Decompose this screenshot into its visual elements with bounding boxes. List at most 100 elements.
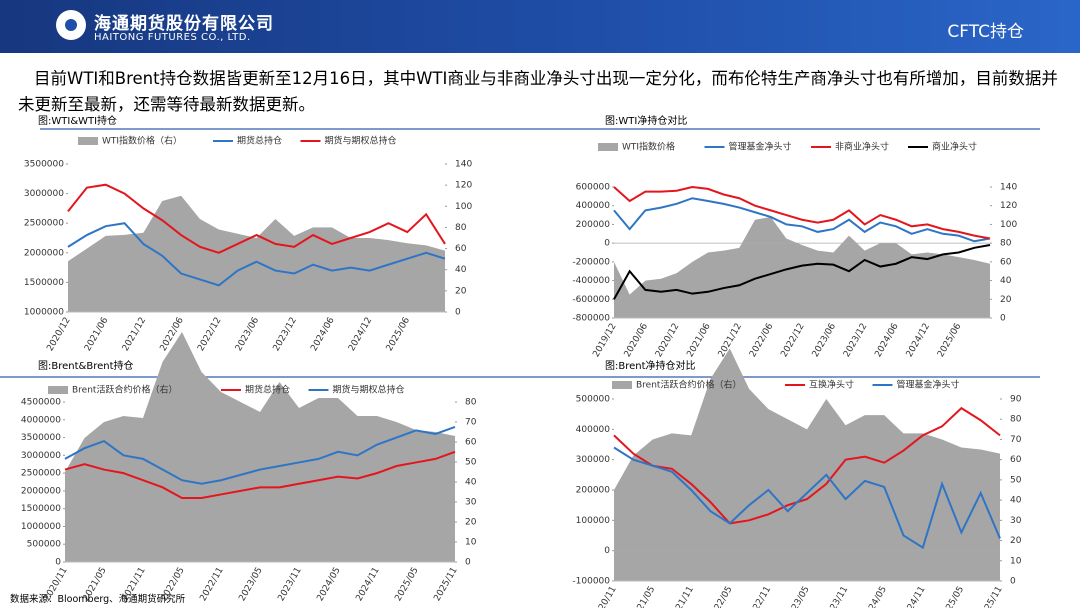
- y-tick-label: 1000000: [21, 522, 61, 532]
- y2-tick-label: 100: [455, 202, 472, 212]
- y-tick-label: 500000: [27, 540, 62, 550]
- x-tick-label: 2022/06: [748, 322, 775, 360]
- company-name-en: HAITONG FUTURES CO., LTD.: [94, 32, 251, 43]
- x-tick-label: 2021/06: [685, 322, 712, 360]
- x-tick-label: 2023/11: [823, 585, 850, 608]
- source-note: 数据来源：Bloomberg、海通期货研究所: [10, 594, 186, 605]
- area-series: [68, 195, 445, 312]
- y-tick-label: 400000: [576, 425, 611, 435]
- y2-tick-label: 90: [1010, 395, 1022, 405]
- x-tick-label: 2025/05: [393, 566, 420, 603]
- chart-title: 图:Brent&Brent持仓: [38, 359, 134, 372]
- y2-tick-label: 10: [1010, 556, 1022, 566]
- x-tick-label: 2023/12: [842, 322, 869, 359]
- y2-tick-label: 30: [1010, 516, 1022, 526]
- x-tick-label: 2021/06: [83, 316, 110, 354]
- y2-tick-label: 60: [1000, 257, 1012, 267]
- x-tick-label: 2021/05: [630, 585, 657, 608]
- y2-tick-label: 0: [465, 558, 471, 568]
- x-tick-label: 2024/11: [900, 585, 927, 608]
- x-tick-label: 2024/11: [354, 566, 381, 603]
- y2-tick-label: 0: [455, 308, 461, 318]
- chart-title: 图:Brent净持仓对比: [605, 359, 696, 372]
- body-text: 目前WTI和Brent持仓数据皆更新至12月16日，其中WTI商业与非商业净头寸…: [18, 69, 1058, 114]
- line-series: [613, 244, 991, 300]
- y-tick-label: 4000000: [21, 415, 61, 425]
- y2-tick-label: 10: [465, 538, 477, 548]
- line-series: [67, 222, 446, 287]
- y-tick-label: -100000: [572, 577, 610, 587]
- y2-tick-label: 140: [1000, 183, 1017, 193]
- y2-tick-label: 120: [1000, 201, 1017, 211]
- x-tick-label: 2024/12: [905, 322, 932, 359]
- chart-title: 图:WTI净持仓对比: [605, 114, 687, 127]
- y-tick-label: -200000: [572, 257, 610, 267]
- y-tick-label: 3500000: [24, 160, 64, 170]
- legend-label: 商业净头寸: [932, 141, 977, 153]
- y-tick-label: 500000: [576, 395, 611, 405]
- x-tick-label: 2022/12: [196, 316, 223, 353]
- y2-tick-label: 70: [1010, 435, 1022, 445]
- y2-tick-label: 60: [455, 244, 467, 254]
- legend-label: WTI指数价格: [622, 141, 675, 153]
- line-series: [613, 446, 1001, 550]
- x-tick-label: 2022/05: [707, 585, 734, 608]
- x-tick-label: 2023/12: [272, 316, 299, 353]
- area-series: [65, 332, 455, 562]
- y-tick-label: 2500000: [21, 469, 61, 479]
- header-bar: 海通期货股份有限公司 HAITONG FUTURES CO., LTD. CFT…: [0, 0, 1080, 53]
- legend-label: 期货总持仓: [237, 135, 282, 147]
- y2-tick-label: 80: [455, 223, 467, 233]
- y-tick-label: 0: [604, 546, 610, 556]
- x-tick-label: 2025/11: [432, 566, 459, 603]
- legend-label: 管理基金净头寸: [897, 379, 960, 391]
- y-tick-label: 0: [55, 558, 61, 568]
- y2-tick-label: 20: [455, 286, 467, 296]
- x-tick-label: 2020/12: [45, 316, 72, 353]
- x-tick-label: 2023/06: [811, 322, 838, 360]
- y-tick-label: 2000000: [24, 248, 64, 258]
- y2-tick-label: 40: [455, 265, 467, 275]
- legend-label: 期货总持仓: [245, 384, 290, 396]
- x-tick-label: 2020/11: [591, 585, 618, 608]
- x-tick-label: 2023/05: [784, 585, 811, 608]
- y-tick-label: 0: [604, 239, 610, 249]
- y-tick-label: 3000000: [24, 189, 64, 199]
- line-series: [613, 197, 991, 243]
- line-series: [613, 185, 991, 240]
- x-tick-label: 2020/06: [623, 322, 650, 360]
- legend-swatch: [612, 381, 632, 389]
- y-tick-label: -400000: [572, 276, 610, 286]
- y2-tick-label: 20: [1010, 536, 1022, 546]
- x-tick-label: 2024/05: [315, 566, 342, 603]
- y-tick-label: 2500000: [24, 219, 64, 229]
- y2-tick-label: 0: [1000, 314, 1006, 324]
- legend-label: Brent活跃合约价格（右）: [72, 384, 177, 396]
- legend-label: 期货与期权总持仓: [333, 384, 405, 396]
- line-series: [67, 183, 446, 254]
- line-series: [64, 450, 456, 499]
- y-tick-label: 300000: [576, 455, 611, 465]
- chart-title: 图:WTI&WTI持仓: [38, 114, 117, 127]
- y-tick-label: 1500000: [24, 278, 64, 288]
- y-tick-label: 2000000: [21, 486, 61, 496]
- section-title: CFTC持仓: [947, 22, 1024, 42]
- y-tick-label: 600000: [576, 183, 611, 193]
- y2-tick-label: 20: [465, 518, 477, 528]
- area-series: [614, 216, 990, 318]
- y2-tick-label: 80: [1000, 239, 1012, 249]
- y2-tick-label: 50: [465, 458, 477, 468]
- legend-swatch: [598, 143, 618, 151]
- y-tick-label: 4500000: [21, 398, 61, 408]
- y-tick-label: 100000: [576, 516, 611, 526]
- x-tick-label: 2019/12: [591, 322, 618, 359]
- x-tick-label: 2024/06: [873, 322, 900, 360]
- y2-tick-label: 30: [465, 498, 477, 508]
- y2-tick-label: 80: [465, 398, 477, 408]
- y2-tick-label: 140: [455, 160, 472, 170]
- x-tick-label: 2020/12: [654, 322, 681, 359]
- legend-label: 期货与期权总持仓: [325, 135, 397, 147]
- y2-tick-label: 40: [1010, 496, 1022, 506]
